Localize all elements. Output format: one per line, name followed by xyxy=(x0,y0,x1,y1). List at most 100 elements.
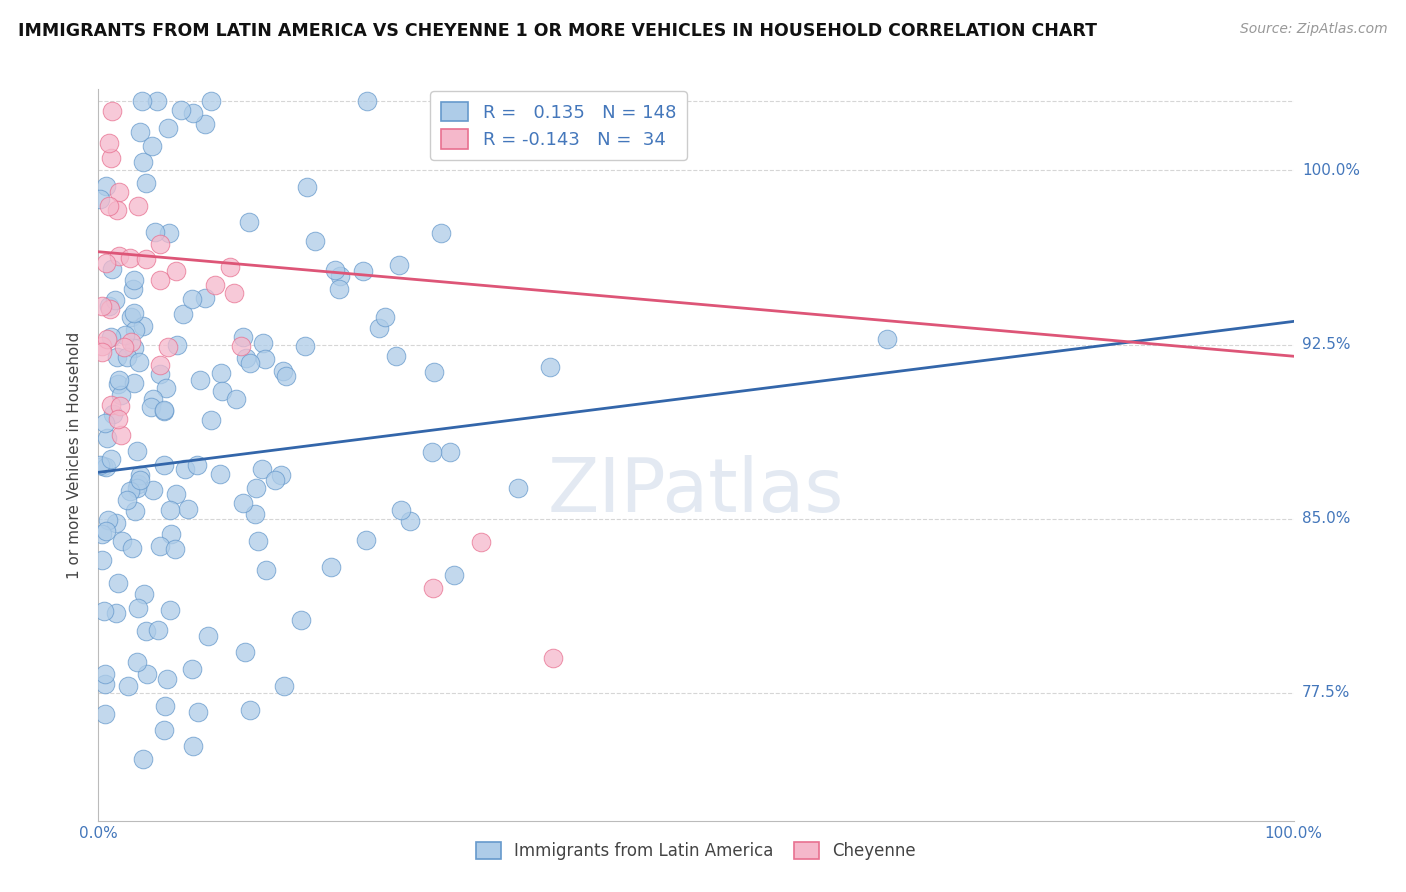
Y-axis label: 1 or more Vehicles in Household: 1 or more Vehicles in Household xyxy=(67,331,83,579)
Legend: Immigrants from Latin America, Cheyenne: Immigrants from Latin America, Cheyenne xyxy=(470,836,922,867)
Point xyxy=(108,373,131,387)
Point xyxy=(423,365,446,379)
Point xyxy=(271,364,294,378)
Point xyxy=(104,293,127,308)
Point xyxy=(165,264,187,278)
Point xyxy=(100,330,122,344)
Point xyxy=(129,125,152,139)
Point xyxy=(328,282,350,296)
Point xyxy=(110,428,132,442)
Point xyxy=(118,251,141,265)
Point xyxy=(153,458,176,473)
Point xyxy=(93,604,115,618)
Point xyxy=(153,723,176,737)
Point xyxy=(127,481,149,495)
Point xyxy=(368,320,391,334)
Point xyxy=(101,408,124,422)
Point xyxy=(235,351,257,366)
Point xyxy=(100,452,122,467)
Point xyxy=(108,399,131,413)
Point xyxy=(97,513,120,527)
Point xyxy=(356,94,378,108)
Point xyxy=(233,645,256,659)
Point xyxy=(194,291,217,305)
Point xyxy=(125,443,148,458)
Point xyxy=(131,94,153,108)
Point xyxy=(197,630,219,644)
Point xyxy=(94,677,117,691)
Point xyxy=(139,401,162,415)
Point xyxy=(294,339,316,353)
Point xyxy=(148,368,170,382)
Point xyxy=(163,541,186,556)
Point xyxy=(420,444,443,458)
Point xyxy=(252,336,274,351)
Point xyxy=(142,483,165,497)
Point xyxy=(89,458,111,473)
Point xyxy=(208,467,231,481)
Point xyxy=(443,568,465,582)
Point xyxy=(134,587,156,601)
Point xyxy=(389,503,412,517)
Point xyxy=(232,496,254,510)
Point xyxy=(297,179,319,194)
Point xyxy=(94,256,117,270)
Point xyxy=(91,345,114,359)
Point xyxy=(157,121,180,136)
Point xyxy=(91,339,114,353)
Point xyxy=(108,185,131,199)
Point xyxy=(125,655,148,669)
Point xyxy=(131,155,153,169)
Point xyxy=(232,329,254,343)
Point xyxy=(127,199,149,213)
Point xyxy=(146,623,169,637)
Point xyxy=(100,103,122,118)
Point xyxy=(96,431,118,445)
Point xyxy=(439,445,461,459)
Point xyxy=(180,292,202,306)
Point xyxy=(98,301,121,316)
Point xyxy=(141,392,163,407)
Point xyxy=(149,358,172,372)
Point xyxy=(354,533,377,547)
Point xyxy=(107,412,129,426)
Point xyxy=(143,225,166,239)
Point xyxy=(470,535,492,549)
Point xyxy=(174,462,197,476)
Point xyxy=(122,376,145,391)
Point xyxy=(94,416,117,430)
Point xyxy=(135,252,157,266)
Point xyxy=(153,699,176,714)
Point xyxy=(96,524,118,538)
Point xyxy=(538,360,561,375)
Point xyxy=(117,679,139,693)
Text: ZIPatlas: ZIPatlas xyxy=(548,455,844,528)
Point xyxy=(115,350,138,364)
Point xyxy=(128,467,150,482)
Point xyxy=(304,234,326,248)
Point xyxy=(115,493,138,508)
Point xyxy=(273,679,295,693)
Point xyxy=(149,273,172,287)
Point xyxy=(187,705,209,719)
Point xyxy=(157,226,180,240)
Point xyxy=(159,526,181,541)
Point xyxy=(225,392,247,407)
Point xyxy=(120,310,142,324)
Point xyxy=(149,236,172,251)
Point xyxy=(508,481,530,495)
Point xyxy=(399,515,422,529)
Point xyxy=(97,136,120,150)
Point xyxy=(156,341,179,355)
Point xyxy=(100,151,122,165)
Point xyxy=(388,258,411,272)
Point xyxy=(239,356,262,370)
Point xyxy=(135,666,157,681)
Point xyxy=(89,192,111,206)
Point xyxy=(122,342,145,356)
Point xyxy=(124,323,146,337)
Point xyxy=(132,752,155,766)
Text: 100.0%: 100.0% xyxy=(1302,163,1360,178)
Point xyxy=(149,539,172,553)
Point xyxy=(128,355,150,369)
